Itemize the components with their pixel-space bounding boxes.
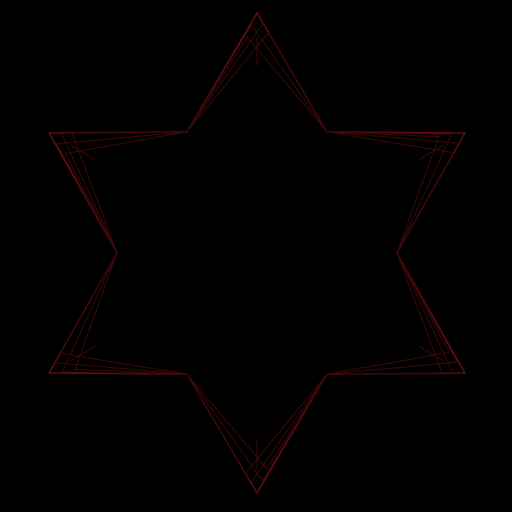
hexagram-star [48, 11, 466, 495]
star-outline-layer-5 [64, 36, 450, 470]
tip-facet-line-6 [69, 144, 96, 160]
star-outline-layer-4 [56, 24, 458, 482]
star-outline-layer-3 [59, 31, 455, 475]
tip-facet-line-2 [418, 144, 445, 160]
tip-facet-line-5 [69, 346, 96, 362]
star-outline-layer-1 [48, 11, 466, 495]
tip-facet-line-3 [418, 346, 445, 362]
star-outline-layer-2 [53, 21, 461, 485]
